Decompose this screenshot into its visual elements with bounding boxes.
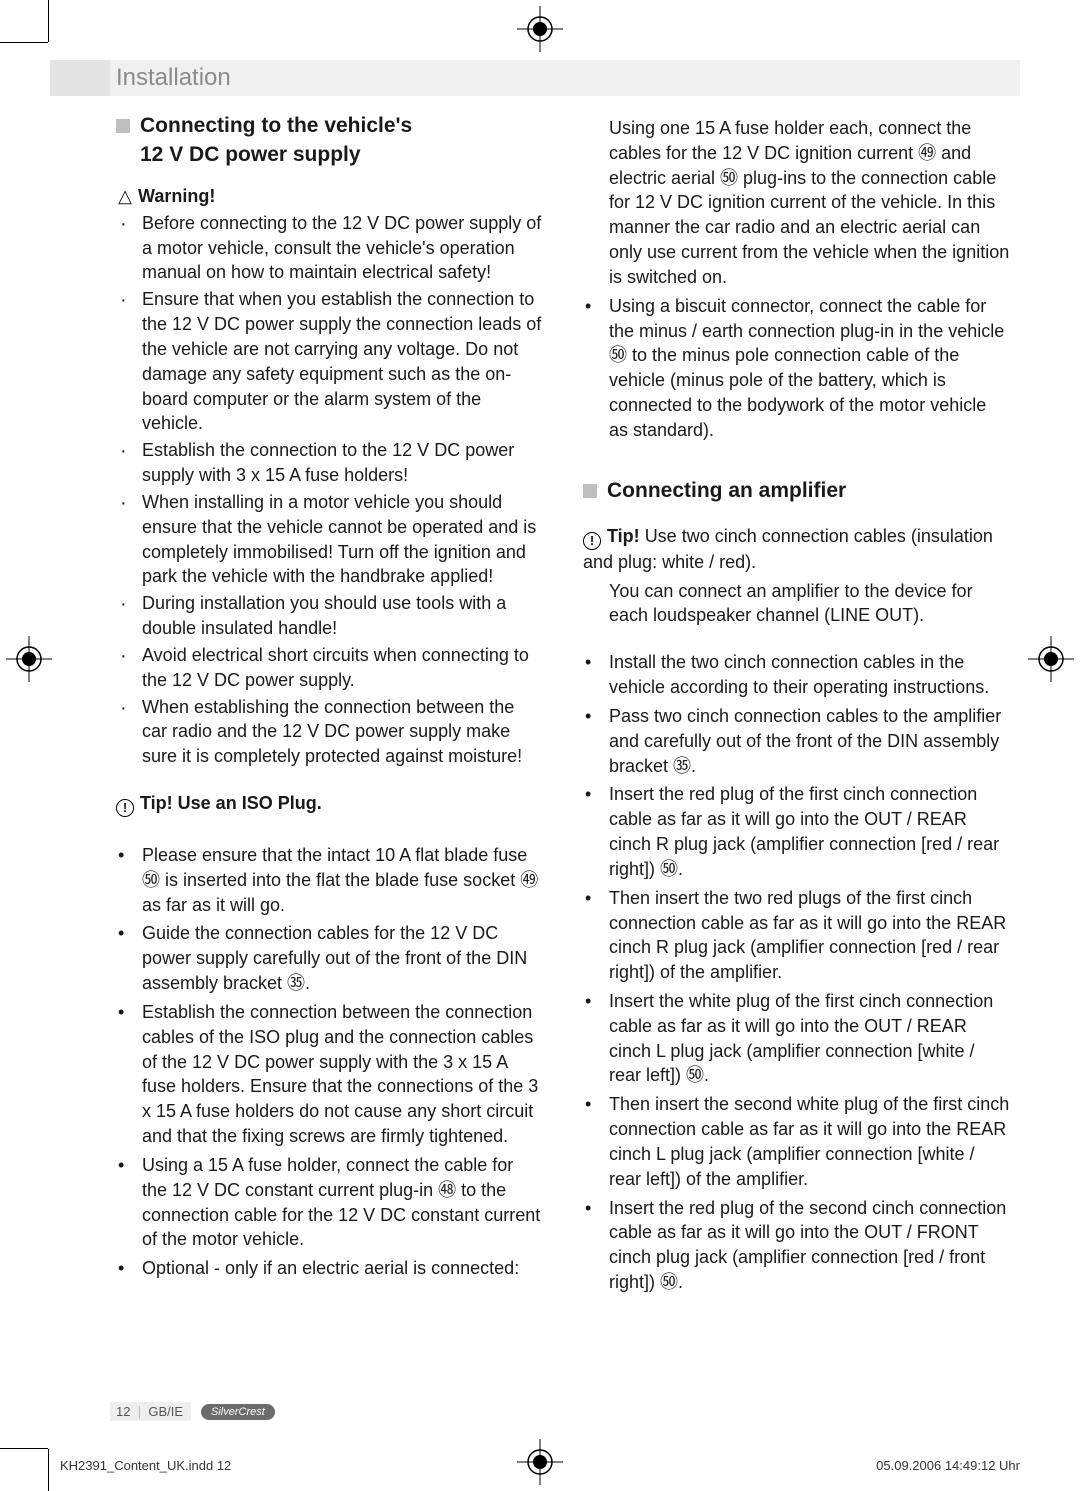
list-item: Guide the connection cables for the 12 V… xyxy=(116,921,543,995)
section-heading: Connecting to the vehicle's 12 V DC powe… xyxy=(116,112,543,170)
section-heading: Connecting an amplifier xyxy=(583,477,1010,506)
print-footer: KH2391_Content_UK.indd 12 05.09.2006 14:… xyxy=(60,1458,1020,1473)
section-header: Installation xyxy=(50,60,1020,96)
crop-mark xyxy=(0,1448,48,1449)
steps-list-2: Install the two cinch connection cables … xyxy=(583,650,1010,1295)
crop-mark xyxy=(0,42,48,43)
warning-list: Before connecting to the 12 V DC power s… xyxy=(116,211,543,769)
registration-mark-icon xyxy=(6,636,52,682)
list-item: Using a 15 A fuse holder, connect the ca… xyxy=(116,1153,543,1252)
list-item: Insert the red plug of the first cinch c… xyxy=(583,782,1010,881)
list-item: Establish the connection between the con… xyxy=(116,1000,543,1149)
tip-label: Tip! xyxy=(607,526,640,546)
page-number: 12 | GB/IE xyxy=(110,1402,191,1421)
page-number-value: 12 xyxy=(116,1404,130,1419)
continuation-list: Using a biscuit connector, connect the c… xyxy=(583,294,1010,443)
left-column: Connecting to the vehicle's 12 V DC powe… xyxy=(116,112,543,1381)
warning-triangle-icon: △ xyxy=(116,184,134,209)
list-item: Then insert the two red plugs of the fir… xyxy=(583,886,1010,985)
tip-text: Use two cinch connection cables (insulat… xyxy=(583,526,993,572)
list-item: Please ensure that the intact 10 A flat … xyxy=(116,843,543,917)
crop-mark xyxy=(48,1449,49,1491)
warning-label: Warning! xyxy=(138,186,215,206)
list-item: Ensure that when you establish the conne… xyxy=(116,287,543,436)
list-item: Pass two cinch connection cables to the … xyxy=(583,704,1010,778)
crop-mark xyxy=(48,0,49,42)
page-footer: 12 | GB/IE SilverCrest xyxy=(110,1402,275,1421)
registration-mark-icon xyxy=(1028,636,1074,682)
info-circle-icon: ! xyxy=(583,532,601,550)
list-item: During installation you should use tools… xyxy=(116,591,543,641)
square-bullet-icon xyxy=(116,119,130,133)
list-item: Optional - only if an electric aerial is… xyxy=(116,1256,543,1281)
tip-text-2: You can connect an amplifier to the devi… xyxy=(583,579,1010,629)
tip-heading: ! Tip! Use an ISO Plug. xyxy=(116,791,543,817)
steps-list: Please ensure that the intact 10 A flat … xyxy=(116,843,543,1281)
list-item: Install the two cinch connection cables … xyxy=(583,650,1010,700)
page-region: GB/IE xyxy=(148,1404,183,1419)
tip-block: ! Tip! Use two cinch connection cables (i… xyxy=(583,524,1010,575)
list-item: Then insert the second white plug of the… xyxy=(583,1092,1010,1191)
square-bullet-icon xyxy=(583,484,597,498)
list-item: When installing in a motor vehicle you s… xyxy=(116,490,543,589)
list-item: Establish the connection to the 12 V DC … xyxy=(116,438,543,488)
print-file: KH2391_Content_UK.indd 12 xyxy=(60,1458,231,1473)
list-item: When establishing the connection between… xyxy=(116,695,543,769)
continuation-paragraph: Using one 15 A fuse holder each, connect… xyxy=(583,116,1010,290)
header-accent xyxy=(50,60,110,96)
right-column: Using one 15 A fuse holder each, connect… xyxy=(583,112,1010,1381)
brand-badge: SilverCrest xyxy=(201,1404,275,1420)
warning-heading: △Warning! xyxy=(116,184,543,209)
page-title: Installation xyxy=(110,64,231,92)
registration-mark-icon xyxy=(517,6,563,52)
print-timestamp: 05.09.2006 14:49:12 Uhr xyxy=(876,1458,1020,1473)
content-columns: Connecting to the vehicle's 12 V DC powe… xyxy=(116,112,1010,1381)
list-item: Insert the white plug of the first cinch… xyxy=(583,989,1010,1088)
heading-line2: 12 V DC power supply xyxy=(140,141,543,170)
list-item: Insert the red plug of the second cinch … xyxy=(583,1196,1010,1295)
list-item: Before connecting to the 12 V DC power s… xyxy=(116,211,543,285)
heading-line1: Connecting to the vehicle's xyxy=(140,114,412,137)
list-item: Using a biscuit connector, connect the c… xyxy=(583,294,1010,443)
list-item: Avoid electrical short circuits when con… xyxy=(116,643,543,693)
heading-text: Connecting an amplifier xyxy=(607,479,846,502)
info-circle-icon: ! xyxy=(116,799,134,817)
tip-label: Tip! Use an ISO Plug. xyxy=(140,793,322,813)
